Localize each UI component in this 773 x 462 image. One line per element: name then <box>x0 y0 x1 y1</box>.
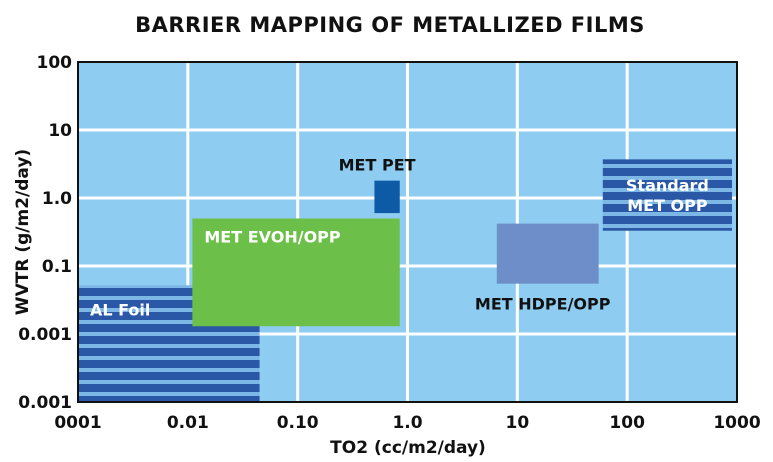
x-tick-label: 0.10 <box>277 413 319 433</box>
x-axis-label: TO2 (cc/m2/day) <box>330 438 486 458</box>
region-shape-standard-met-opp <box>602 159 732 231</box>
region-label-met-hdpe-opp: MET HDPE/OPP <box>475 295 611 314</box>
y-tick-label: 1.0 <box>42 189 72 209</box>
x-tick-label: 1000 <box>713 413 760 433</box>
regions-layer: AL Foil MET EVOH/OPP MET PET MET HDPE/OPP St… <box>78 156 732 402</box>
x-tick-label: 100 <box>609 413 645 433</box>
region-label-standard-met-opp: Standard MET OPP <box>626 176 709 215</box>
x-tick-label: 0001 <box>54 413 101 433</box>
y-tick-label: 0.1 <box>42 257 72 277</box>
y-tick-label: 0.001 <box>18 325 72 345</box>
region-shape-met-hdpe-opp <box>496 223 599 284</box>
region-shape-met-evoh-opp <box>192 218 400 327</box>
region-met-hdpe-opp: MET HDPE/OPP <box>475 223 611 314</box>
x-tick-label: 1.0 <box>392 413 422 433</box>
plot-border <box>77 61 738 403</box>
region-met-evoh-opp: MET EVOH/OPP <box>192 218 400 327</box>
region-label-al-foil: AL Foil <box>90 300 150 319</box>
region-al-foil: AL Foil <box>78 285 260 402</box>
region-met-pet: MET PET <box>339 156 416 214</box>
chart-title: BARRIER MAPPING OF METALLIZED FILMS <box>135 13 645 37</box>
region-standard-met-opp: Standard MET OPP <box>602 159 732 231</box>
x-tick-label: 10 <box>505 413 529 433</box>
tick-labels: 0001 0.01 0.10 1.0 10 100 1000 100 10 1.0 0.1 0.001… <box>18 53 761 433</box>
region-label-met-evoh-opp: MET EVOH/OPP <box>204 227 341 246</box>
region-shape-met-pet <box>374 180 400 214</box>
y-axis-label: WVTR (g/m2/day) <box>13 149 33 315</box>
y-tick-label: 10 <box>48 121 72 141</box>
x-tick-label: 0.01 <box>167 413 209 433</box>
y-tick-label: 100 <box>37 53 73 73</box>
y-tick-label: 0.001 <box>18 393 72 413</box>
region-label-met-pet: MET PET <box>339 156 416 175</box>
